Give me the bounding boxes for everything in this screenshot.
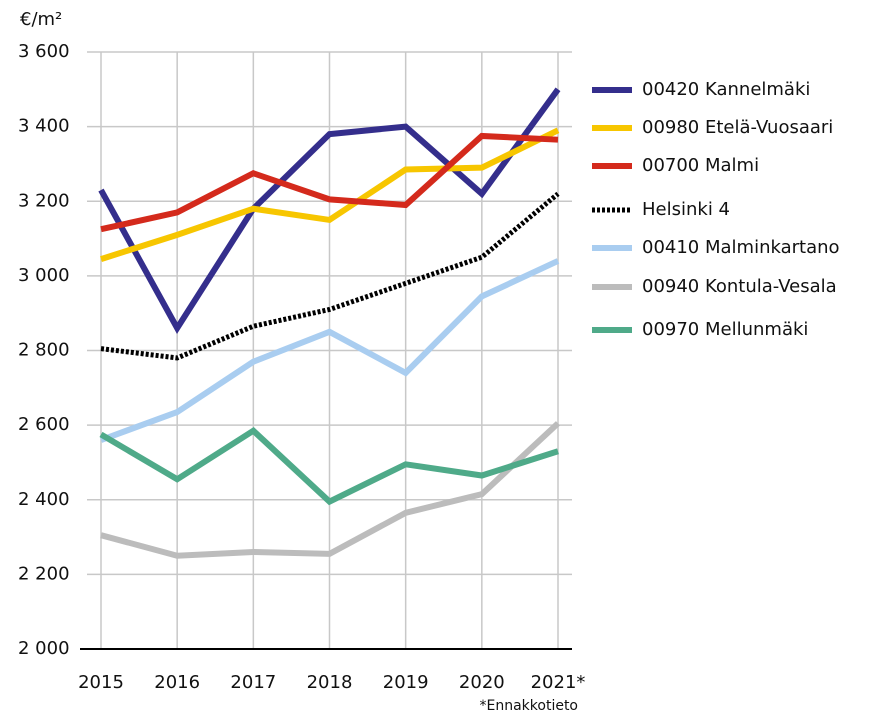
- y-tick-label: 2 000: [18, 638, 70, 659]
- series-line: [100, 191, 560, 361]
- legend-label: 00700 Malmi: [642, 155, 759, 176]
- x-tick-label: 2020: [459, 672, 505, 693]
- series-line: [100, 127, 560, 262]
- y-tick-label: 3 000: [18, 265, 70, 286]
- y-tick-label: 2 600: [18, 414, 70, 435]
- y-tick-label: 3 200: [18, 190, 70, 211]
- x-tick-label: 2018: [307, 672, 353, 693]
- legend-label: 00410 Malminkartano: [642, 237, 840, 258]
- x-tick-label: 2019: [383, 672, 429, 693]
- series-line: [99, 426, 559, 506]
- y-tick-label: 3 600: [18, 41, 70, 62]
- y-tick-label: 2 400: [18, 489, 70, 510]
- series-line: [98, 87, 561, 334]
- legend-label: 00940 Kontula-Vesala: [642, 276, 837, 297]
- legend-label: 00420 Kannelmäki: [642, 79, 810, 100]
- y-axis-label: €/m²: [20, 9, 62, 30]
- series-line: [100, 132, 559, 233]
- series-line: [99, 258, 560, 443]
- x-tick-label: 2015: [78, 672, 124, 693]
- x-tick-label: 2017: [230, 672, 276, 693]
- y-tick-label: 2 200: [18, 563, 70, 584]
- legend-label: 00980 Etelä-Vuosaari: [642, 117, 833, 138]
- annotation: *Ennakkotieto: [480, 698, 579, 714]
- y-tick-label: 3 400: [18, 116, 70, 137]
- series-line: [100, 421, 561, 559]
- y-tick-label: 2 800: [18, 340, 70, 361]
- legend-label: Helsinki 4: [642, 199, 730, 220]
- x-tick-label: 2016: [154, 672, 200, 693]
- x-tick-label: 2021*: [531, 672, 586, 693]
- legend-label: 00970 Mellunmäki: [642, 319, 808, 340]
